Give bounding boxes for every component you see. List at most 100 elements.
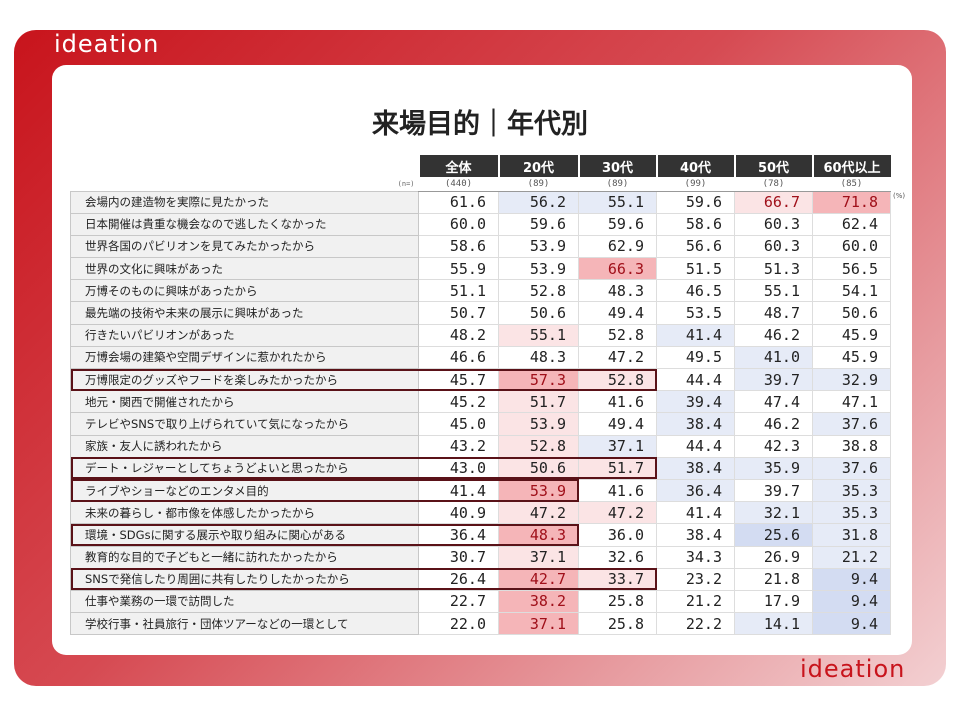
- value-cell: 61.6: [418, 190, 499, 214]
- value-cell: 41.4: [418, 478, 499, 503]
- value-cell: 37.6: [812, 412, 891, 436]
- value-cell: 39.7: [734, 478, 813, 503]
- value-cell: 14.1: [734, 612, 813, 636]
- value-cell: 46.5: [656, 279, 735, 303]
- column-header: 30代: [577, 155, 657, 177]
- value-cell: 51.5: [656, 257, 735, 281]
- table-row: 地元・関西で開催されたから 45.2 51.7 41.6 39.4 47.4 47.1: [70, 390, 891, 414]
- table-row: 万博そのものに興味があったから 51.1 52.8 48.3 46.5 55.1 54.1: [70, 279, 891, 303]
- value-cell: 26.4: [418, 567, 499, 591]
- value-cell: 45.2: [418, 390, 499, 414]
- value-cell: 32.6: [578, 545, 657, 569]
- value-cell: 59.6: [656, 190, 735, 214]
- value-cell: 50.7: [418, 301, 499, 325]
- value-cell: 71.8: [812, 190, 891, 214]
- row-label: テレビやSNSで取り上げられていて気になったから: [70, 412, 419, 436]
- value-cell: 35.3: [812, 501, 891, 525]
- row-label: 環境・SDGsに関する展示や取り組みに関心がある: [70, 523, 419, 547]
- table-row: 世界の文化に興味があった 55.9 53.9 66.3 51.5 51.3 56.5: [70, 257, 891, 281]
- value-cell: 42.7: [498, 567, 579, 591]
- value-cell: 47.1: [812, 390, 891, 414]
- row-label: 世界の文化に興味があった: [70, 257, 419, 281]
- value-cell: 43.0: [418, 456, 499, 480]
- row-label: 万博会場の建築や空間デザインに惹かれたから: [70, 345, 419, 370]
- row-label: デート・レジャーとしてちょうどよいと思ったから: [70, 456, 419, 480]
- value-cell: 33.7: [578, 567, 657, 591]
- value-cell: 59.6: [498, 212, 579, 236]
- value-cell: 41.6: [578, 390, 657, 414]
- value-cell: 45.0: [418, 412, 499, 436]
- value-cell: 41.0: [734, 345, 813, 370]
- row-label: 地元・関西で開催されたから: [70, 390, 419, 414]
- value-cell: 66.3: [578, 257, 657, 281]
- row-label: 世界各国のパビリオンを見てみたかったから: [70, 234, 419, 259]
- value-cell: 53.9: [498, 412, 579, 436]
- value-cell: 56.2: [498, 190, 579, 214]
- column-header: 60代以上: [811, 155, 891, 177]
- value-cell: 52.8: [498, 434, 579, 458]
- slide-title: 来場目的｜年代別: [372, 109, 588, 140]
- value-cell: 45.9: [812, 345, 891, 370]
- table-row: 世界各国のパビリオンを見てみたかったから 58.6 53.9 62.9 56.6 60.3…: [70, 234, 891, 259]
- value-cell: 39.4: [656, 390, 735, 414]
- value-cell: 32.1: [734, 501, 813, 525]
- value-cell: 44.4: [656, 367, 735, 392]
- purpose-by-age-table: 全体 20代 30代 40代 50代 60代以上 (n=) (440) (89) (89) (99…: [70, 155, 891, 636]
- value-cell: 38.4: [656, 456, 735, 480]
- value-cell: 25.8: [578, 612, 657, 636]
- row-label: 家族・友人に誘われたから: [70, 434, 419, 458]
- value-cell: 41.6: [578, 478, 657, 503]
- table-row: 家族・友人に誘われたから 43.2 52.8 37.1 44.4 42.3 38.8: [70, 434, 891, 458]
- table-row: 教育的な目的で子どもと一緒に訪れたかったから 30.7 37.1 32.6 34.3 26…: [70, 545, 891, 569]
- row-label: 会場内の建造物を実際に見たかった: [70, 190, 419, 214]
- logo-top: ideation: [54, 30, 160, 58]
- value-cell: 36.4: [418, 523, 499, 547]
- value-cell: 58.6: [656, 212, 735, 236]
- value-cell: 40.9: [418, 501, 499, 525]
- value-cell: 22.0: [418, 612, 499, 636]
- value-cell: 51.7: [498, 390, 579, 414]
- value-cell: 17.9: [734, 589, 813, 614]
- value-cell: 52.8: [578, 367, 657, 392]
- value-cell: 55.1: [498, 323, 579, 347]
- value-cell: 25.8: [578, 589, 657, 614]
- value-cell: 46.2: [734, 412, 813, 436]
- value-cell: 48.3: [498, 523, 579, 547]
- table-row: テレビやSNSで取り上げられていて気になったから 45.0 53.9 49.4 38.4…: [70, 412, 891, 436]
- value-cell: 66.7: [734, 190, 813, 214]
- value-cell: 54.1: [812, 279, 891, 303]
- column-header: 40代: [655, 155, 735, 177]
- value-cell: 43.2: [418, 434, 499, 458]
- value-cell: 21.2: [812, 545, 891, 569]
- value-cell: 45.9: [812, 323, 891, 347]
- value-cell: 30.7: [418, 545, 499, 569]
- value-cell: 56.5: [812, 257, 891, 281]
- column-header: 50代: [733, 155, 813, 177]
- unit-label: (%): [893, 192, 906, 200]
- row-label: ライブやショーなどのエンタメ目的: [70, 478, 419, 503]
- value-cell: 51.7: [578, 456, 657, 480]
- value-cell: 52.8: [498, 279, 579, 303]
- value-cell: 36.0: [578, 523, 657, 547]
- value-cell: 41.4: [656, 501, 735, 525]
- value-cell: 21.2: [656, 589, 735, 614]
- value-cell: 50.6: [812, 301, 891, 325]
- table-row: SNSで発信したり周囲に共有したりしたかったから 26.4 42.7 33.7 23.2…: [70, 567, 891, 591]
- value-cell: 9.4: [812, 612, 891, 636]
- value-cell: 31.8: [812, 523, 891, 547]
- value-cell: 60.0: [812, 234, 891, 259]
- value-cell: 58.6: [418, 234, 499, 259]
- value-cell: 9.4: [812, 567, 891, 591]
- value-cell: 48.3: [578, 279, 657, 303]
- table-row: デート・レジャーとしてちょうどよいと思ったから 43.0 50.6 51.7 38.4 3…: [70, 456, 891, 480]
- value-cell: 52.8: [578, 323, 657, 347]
- row-label: 行きたいパビリオンがあった: [70, 323, 419, 347]
- value-cell: 35.9: [734, 456, 813, 480]
- value-cell: 48.3: [498, 345, 579, 370]
- value-cell: 22.7: [418, 589, 499, 614]
- row-label: SNSで発信したり周囲に共有したりしたかったから: [70, 567, 419, 591]
- value-cell: 57.3: [498, 367, 579, 392]
- value-cell: 50.6: [498, 456, 579, 480]
- value-cell: 34.3: [656, 545, 735, 569]
- sample-size: (85): [812, 177, 891, 192]
